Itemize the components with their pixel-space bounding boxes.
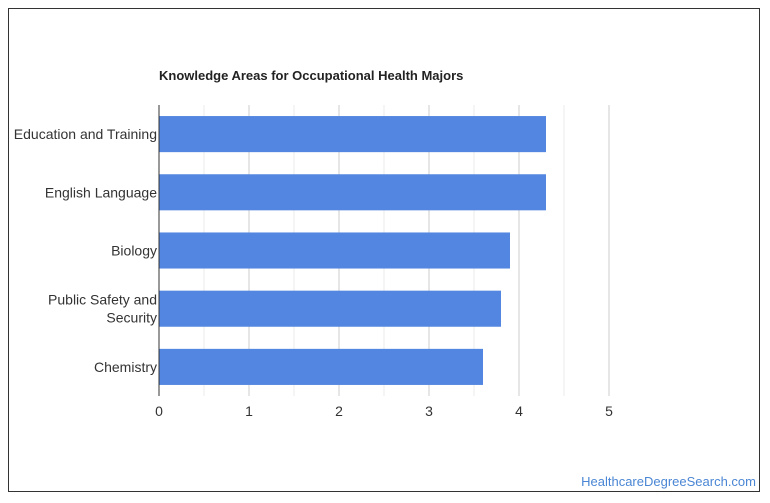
category-label: Education and Training	[14, 126, 157, 142]
x-tick-label: 2	[335, 403, 343, 419]
bar	[159, 116, 546, 153]
category-labels: Education and Training English Language Bi…	[14, 126, 157, 375]
bar	[159, 232, 510, 269]
category-label: Public Safety and Security	[48, 292, 157, 326]
bar	[159, 174, 546, 211]
source-watermark[interactable]: HealthcareDegreeSearch.com	[581, 474, 756, 489]
category-label: Chemistry	[94, 359, 157, 375]
bar	[159, 290, 501, 327]
category-label: English Language	[45, 184, 157, 200]
bar	[159, 348, 483, 385]
x-tick-label: 5	[605, 403, 613, 419]
x-tick-label: 4	[515, 403, 523, 419]
chart-title: Knowledge Areas for Occupational Health …	[159, 68, 464, 83]
category-label: Biology	[111, 243, 157, 259]
x-tick-label: 3	[425, 403, 433, 419]
bars	[159, 116, 546, 385]
x-tick-label: 0	[155, 403, 163, 419]
x-tick-label: 1	[245, 403, 253, 419]
x-tick-labels: 0 1 2 3 4 5	[155, 403, 613, 419]
